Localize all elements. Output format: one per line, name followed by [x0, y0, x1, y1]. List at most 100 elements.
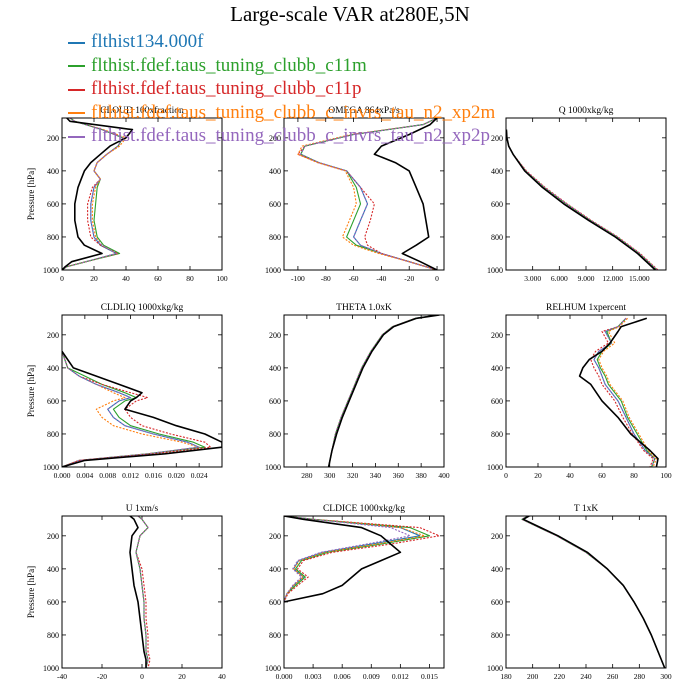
- series-line-1: [328, 315, 439, 467]
- series-line-0: [506, 129, 658, 270]
- series-line-1: [284, 516, 431, 603]
- y-tick-label: 200: [47, 331, 59, 340]
- x-tick-label: 0: [140, 672, 144, 681]
- x-tick-label: 0.020: [168, 471, 185, 480]
- y-tick-label: 1000: [43, 266, 59, 275]
- legend-label: flthist.fdef.taus_tuning_clubb_c_invrs_t…: [91, 101, 496, 123]
- x-tick-label: 40: [122, 274, 130, 283]
- y-tick-label: 800: [269, 430, 281, 439]
- y-tick-label: 200: [47, 134, 59, 143]
- panel-frame: [505, 117, 667, 271]
- panel-lines: [62, 118, 134, 270]
- x-tick-label: -80: [321, 274, 331, 283]
- series-line-0: [284, 516, 421, 603]
- x-tick-label: 200: [527, 672, 539, 681]
- panel-lines: [578, 317, 659, 467]
- x-tick-label: -20: [97, 672, 107, 681]
- panel-1: OMEGA 864xPa/s 200 400 600 800 1000 -100 -80 -60…: [265, 106, 445, 283]
- x-tick-label: 0.024: [191, 471, 208, 480]
- y-tick-label: 400: [491, 167, 503, 176]
- y-axis-label: Pressure [hPa]: [26, 168, 36, 220]
- panel-frame: [61, 515, 223, 669]
- series-line-5: [327, 315, 440, 467]
- panel-lines: [327, 315, 440, 467]
- y-tick-label: 1000: [487, 266, 503, 275]
- legend-swatch-3: [68, 112, 85, 115]
- series-line-0: [593, 317, 656, 467]
- x-tick-label: 20: [178, 672, 186, 681]
- panel-title: CLOUD 100xfraction: [100, 105, 184, 116]
- x-tick-label: -100: [291, 274, 305, 283]
- x-tick-label: 220: [554, 672, 566, 681]
- x-tick-label: 320: [347, 471, 359, 480]
- x-tick-label: 260: [607, 672, 619, 681]
- panel-title: RELHUM 1xpercent: [546, 303, 626, 313]
- y-tick-label: 800: [47, 631, 59, 640]
- x-tick-label: 280: [634, 672, 646, 681]
- x-tick-label: 12.000: [602, 274, 623, 283]
- y-tick-label: 400: [491, 565, 503, 574]
- x-tick-label: 180: [500, 672, 512, 681]
- legend-entry: flthist.fdef.taus_tuning_clubb_c11m: [68, 54, 495, 78]
- legend-swatch-0: [68, 41, 85, 44]
- x-tick-label: 0.012: [392, 672, 409, 681]
- series-line-5: [373, 118, 438, 270]
- y-tick-label: 400: [47, 565, 59, 574]
- legend-label: flthist.fdef.taus_tuning_clubb_c_invrs_t…: [91, 125, 490, 146]
- series-line-1: [596, 317, 656, 467]
- series-line-4: [62, 351, 200, 467]
- panel-lines: [506, 129, 659, 270]
- series-line-1: [521, 516, 666, 668]
- y-tick-label: 1000: [487, 664, 503, 673]
- y-tick-label: 400: [47, 364, 59, 373]
- y-tick-label: 400: [47, 167, 59, 176]
- x-tick-label: 0.009: [363, 672, 380, 681]
- y-tick-label: 800: [269, 233, 281, 242]
- series-line-4: [593, 317, 656, 467]
- series-line-2: [506, 129, 659, 270]
- y-tick-label: 600: [269, 598, 281, 607]
- panel-lines: [297, 118, 438, 270]
- x-tick-label: 0.015: [421, 672, 438, 681]
- y-tick-label: 1000: [43, 463, 59, 472]
- y-tick-label: 400: [269, 364, 281, 373]
- series-line-3: [506, 129, 658, 270]
- series-line-3: [284, 516, 426, 603]
- panel-title: OMEGA 864xPa/s: [328, 106, 400, 116]
- panel-title: THETA 1.0xK: [336, 303, 392, 313]
- x-tick-label: 300: [660, 672, 672, 681]
- y-tick-label: 600: [491, 598, 503, 607]
- y-tick-label: 800: [47, 233, 59, 242]
- x-tick-label: 0.008: [99, 471, 116, 480]
- series-line-2: [62, 351, 212, 467]
- x-tick-label: 60: [154, 274, 162, 283]
- series-line-3: [598, 317, 657, 467]
- y-tick-label: 200: [269, 134, 281, 143]
- x-tick-label: -40: [57, 672, 67, 681]
- series-line-4: [284, 516, 411, 603]
- y-tick-label: 200: [491, 532, 503, 541]
- y-tick-label: 400: [269, 167, 281, 176]
- legend-swatch-2: [68, 88, 85, 91]
- x-tick-label: -40: [376, 274, 386, 283]
- y-tick-label: 600: [269, 397, 281, 406]
- y-axis-label: Pressure [hPa]: [26, 365, 36, 417]
- x-tick-label: 280: [301, 471, 313, 480]
- panel-lines: [284, 516, 440, 603]
- x-tick-label: 20: [534, 471, 542, 480]
- series-line-5: [129, 516, 147, 668]
- x-tick-label: 0.003: [305, 672, 322, 681]
- y-tick-label: 1000: [265, 266, 281, 275]
- legend-swatch-4: [68, 135, 85, 138]
- panel-title: T 1xK: [574, 504, 599, 514]
- x-tick-label: 100: [660, 471, 672, 480]
- y-tick-label: 800: [491, 430, 503, 439]
- series-line-3: [297, 118, 438, 270]
- figure-title: Large-scale VAR at280E,5N: [230, 2, 470, 26]
- x-tick-label: 400: [438, 471, 450, 480]
- panel-title: CLDLIQ 1000xkg/kg: [101, 303, 184, 313]
- legend-label: flthist.fdef.taus_tuning_clubb_c11m: [91, 54, 367, 76]
